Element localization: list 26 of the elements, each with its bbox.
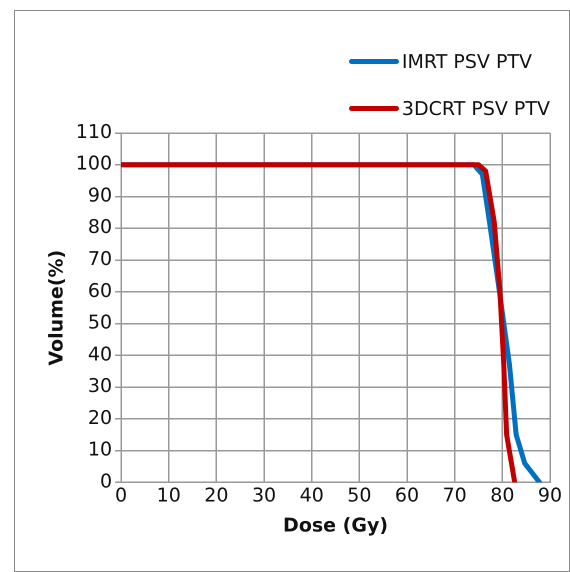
y-tick-label: 80 <box>88 216 112 238</box>
x-tick-label: 90 <box>538 484 562 507</box>
y-tick-label: 110 <box>76 120 112 143</box>
x-tick-label: 60 <box>394 484 420 507</box>
y-tick-label: 90 <box>88 184 112 206</box>
x-tick-label: 10 <box>156 484 181 507</box>
x-tick-label: 70 <box>442 484 467 507</box>
legend-label: IMRT PSV PTV <box>402 50 532 72</box>
x-tick-label: 20 <box>204 484 228 507</box>
y-tick-label: 60 <box>88 280 112 302</box>
x-tick-label: 50 <box>347 484 372 507</box>
y-axis-title: Volume(%) <box>45 250 68 366</box>
y-tick-label: 30 <box>88 375 112 398</box>
y-tick-label: 40 <box>88 343 112 366</box>
x-tick-label: 0 <box>115 484 128 507</box>
x-axis-title: Dose (Gy) <box>283 514 388 537</box>
y-tick-label: 20 <box>88 406 112 429</box>
y-tick-label: 100 <box>76 152 112 175</box>
y-tick-label: 10 <box>88 438 112 461</box>
x-tick-label: 40 <box>300 484 324 507</box>
x-tick-label: 80 <box>490 484 514 507</box>
y-tick-label: 0 <box>100 470 112 492</box>
x-tick-label: 30 <box>252 484 276 507</box>
y-tick-label: 50 <box>88 312 112 334</box>
legend-label: 3DCRT PSV PTV <box>402 98 550 120</box>
y-tick-label: 70 <box>88 248 112 270</box>
